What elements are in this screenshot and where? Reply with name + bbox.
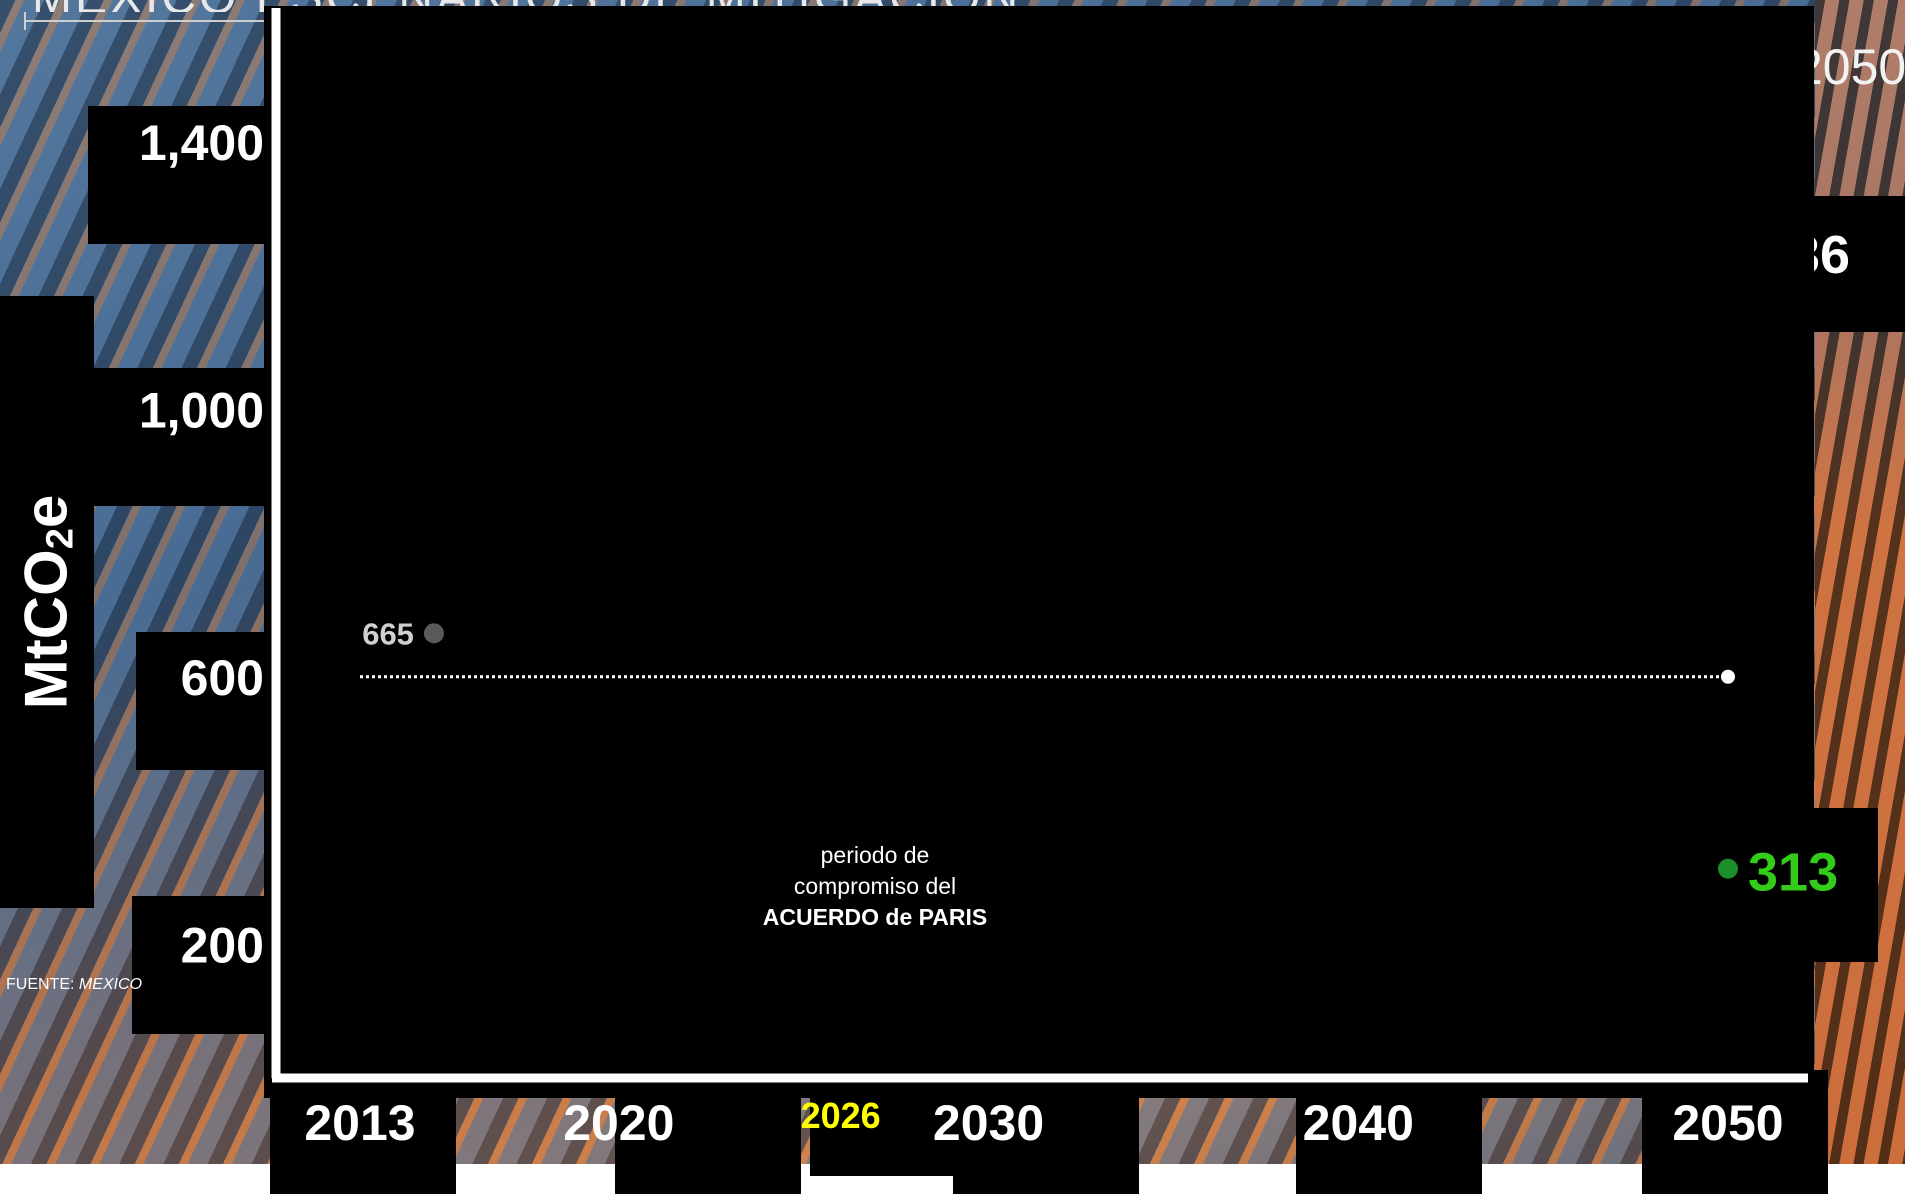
annotation-line-3: ACUERDO de PARIS [762,904,988,930]
y-tick-label: 600 [181,650,264,706]
ytick-box [132,896,278,1034]
y-axis-label-box: MtCO2e [0,296,94,908]
x-tick-label: 2050 [1672,1095,1783,1151]
ytick-box [88,106,278,244]
annotation-line-2: compromiso del [793,873,957,899]
y-tick-label: 1,400 [139,115,264,171]
y-tick-label: 1,000 [139,382,264,438]
title-rule-tick [24,12,26,30]
data-point-313 [1718,858,1738,879]
y-tick-label: 200 [181,917,264,973]
source-note: FUENTE: MEXICO [6,976,143,993]
data-point-665 [423,623,444,644]
xtick-box [1296,1086,1482,1194]
ytick-box [88,368,278,506]
x-tick-label: 2013 [304,1095,415,1151]
x-tick-label: 2040 [1303,1095,1414,1151]
x-tick-label: 2030 [933,1095,1044,1151]
background-photo-right [1815,0,1905,1164]
ytick-box [136,632,278,770]
paris-agreement-annotation: periodo de compromiso del ACUERDO de PAR… [740,840,1010,933]
data-label-665: 665 [362,616,414,651]
chart-panel [264,6,1814,1098]
data-label-313: 313 [1748,843,1838,903]
annotation-line-1: periodo de [820,842,930,868]
xtick-box [270,1086,456,1194]
x-tick-label-highlight: 2026 [801,1095,881,1136]
xtick-box [953,1086,1139,1194]
x-tick-label: 2020 [563,1095,674,1151]
series-endpoint [1721,669,1735,684]
title-rule [24,20,264,22]
xtick-box-highlight [810,1086,953,1176]
xtick-box [615,1086,801,1194]
